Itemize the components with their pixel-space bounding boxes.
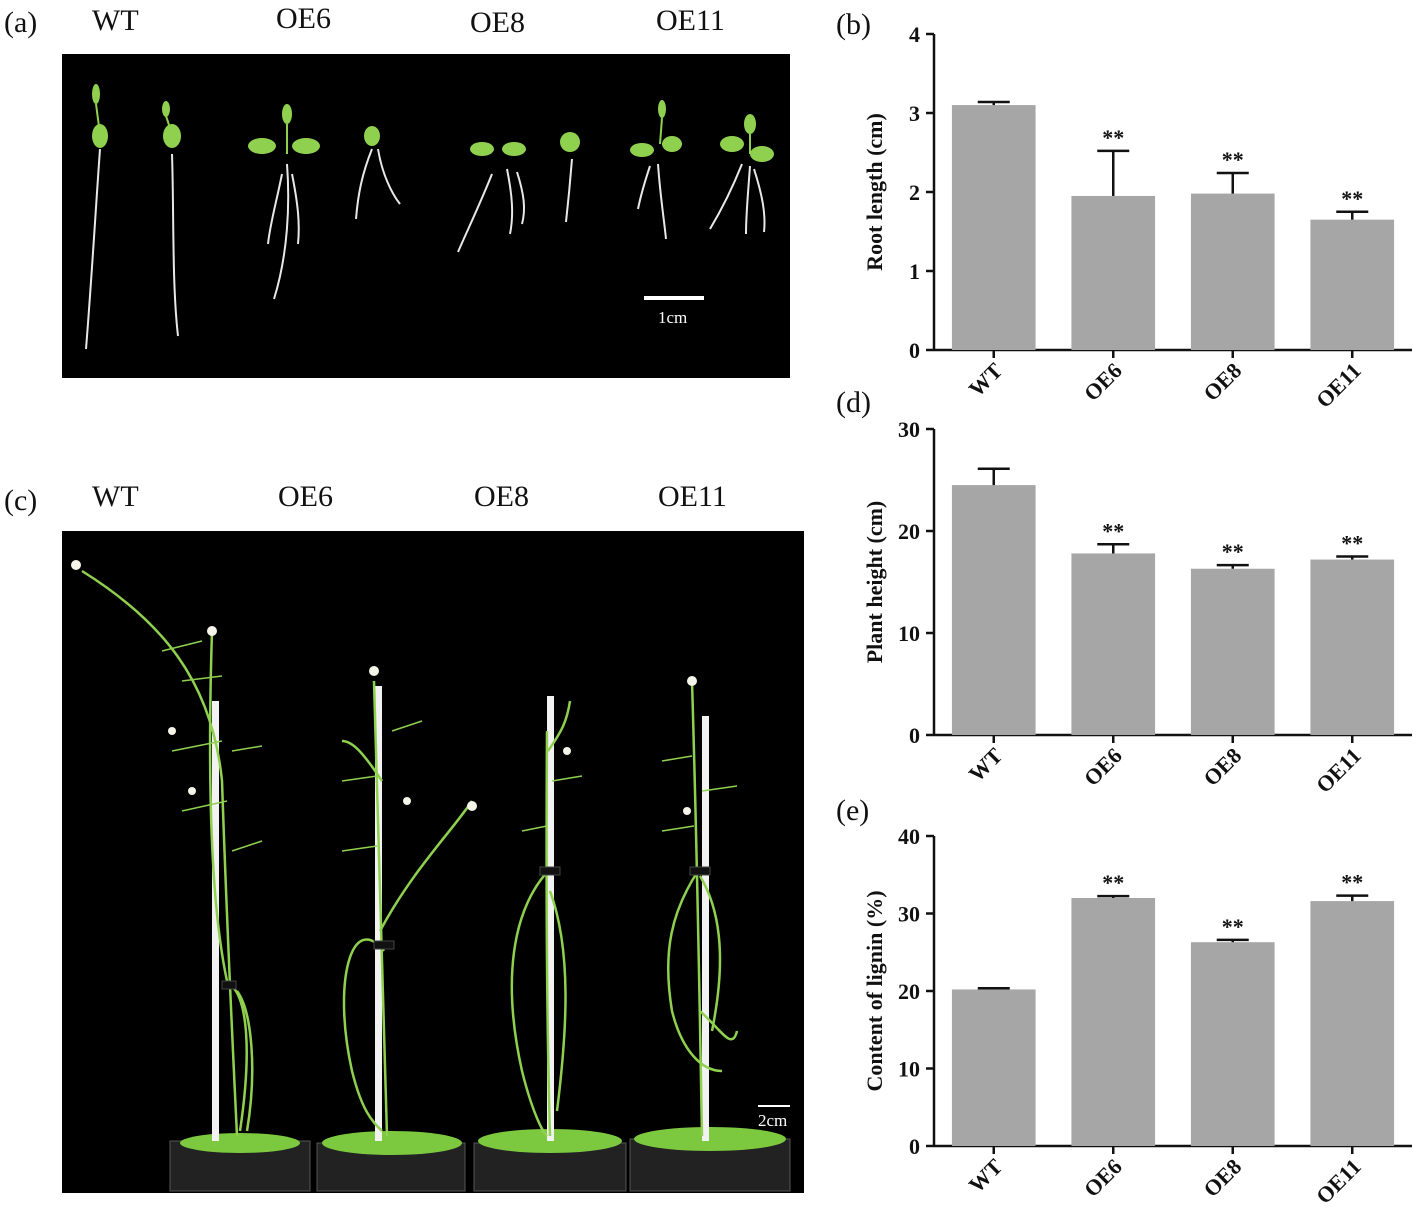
y-tick-label: 20 [898, 979, 920, 1004]
bar-wt [951, 105, 1036, 350]
panel-a-col-oe11: OE11 [656, 4, 725, 37]
scale-label-2cm: 2cm [758, 1111, 788, 1130]
y-tick-label: 40 [898, 824, 920, 849]
x-tick-label: WT [964, 743, 1008, 787]
plant-height-chart: (d) 0 10 20 30 Plant height (cm) WT ** OE6 ** OE8 *… [836, 390, 1412, 798]
y-axis-label: Plant height (cm) [862, 501, 887, 664]
bar-oe11 [1310, 219, 1395, 350]
bar-oe6 [1071, 195, 1156, 350]
bar-oe8 [1190, 942, 1275, 1146]
y-tick-label: 3 [909, 101, 920, 126]
y-axis-label: Root length (cm) [862, 113, 887, 271]
significance-mark: ** [1102, 125, 1124, 150]
x-tick-label: OE8 [1198, 1154, 1246, 1202]
panel-a-col-oe8: OE8 [470, 6, 525, 39]
panel-label: (d) [836, 390, 871, 419]
y-tick-label: 30 [898, 417, 920, 442]
x-tick-label: OE11 [1311, 1154, 1366, 1209]
bar-oe8 [1190, 568, 1275, 735]
bar-oe6 [1071, 553, 1156, 735]
y-tick-label: 30 [898, 902, 920, 927]
panel-label: (e) [836, 794, 869, 827]
scale-bar-2cm [758, 1105, 790, 1107]
lignin-content-chart: (e) 0 10 20 30 40 Content of lignin (%) WT ** OE6… [836, 794, 1412, 1209]
seedling-root-photo: 1cm [62, 54, 790, 378]
x-tick-label: WT [964, 1154, 1008, 1198]
y-tick-label: 10 [898, 621, 920, 646]
y-tick-label: 10 [898, 1057, 920, 1082]
y-axis-label: Content of lignin (%) [862, 890, 887, 1091]
significance-mark: ** [1341, 186, 1363, 211]
scale-bar-1cm [644, 296, 704, 300]
bar-oe11 [1310, 901, 1395, 1146]
bar-wt [951, 485, 1036, 735]
panel-c-col-oe6: OE6 [278, 480, 333, 513]
significance-mark: ** [1222, 147, 1244, 172]
panel-c-label: (c) [4, 484, 38, 517]
significance-mark: ** [1222, 539, 1244, 564]
y-tick-label: 0 [909, 723, 920, 748]
x-tick-label: OE8 [1198, 743, 1246, 791]
seedling-illustration [85, 84, 774, 350]
y-tick-label: 20 [898, 519, 920, 544]
scale-label-1cm: 1cm [658, 308, 688, 327]
y-tick-label: 4 [909, 22, 920, 47]
bar-oe8 [1190, 193, 1275, 350]
plant-illustration [71, 560, 791, 1192]
y-tick-label: 0 [909, 338, 920, 363]
bar-wt [951, 989, 1036, 1146]
panel-a-label: (a) [4, 6, 38, 39]
significance-mark: ** [1341, 531, 1363, 556]
panel-a-col-oe6: OE6 [276, 2, 331, 35]
significance-mark: ** [1102, 518, 1124, 543]
significance-mark: ** [1222, 914, 1244, 939]
significance-mark: ** [1102, 870, 1124, 895]
bar-oe6 [1071, 898, 1156, 1146]
panel-a-col-wt: WT [92, 4, 139, 37]
y-tick-label: 2 [909, 180, 920, 205]
panel-c-col-oe8: OE8 [474, 480, 529, 513]
bar-oe11 [1310, 559, 1395, 735]
x-tick-label: OE6 [1079, 1154, 1127, 1202]
x-tick-label: OE6 [1079, 743, 1127, 791]
y-tick-label: 1 [909, 259, 920, 284]
y-tick-label: 0 [909, 1134, 920, 1159]
panel-c-col-oe11: OE11 [658, 480, 727, 513]
panel-label: (b) [836, 8, 871, 41]
plant-height-photo: 2cm [62, 531, 804, 1193]
panel-c-col-wt: WT [92, 480, 139, 513]
significance-mark: ** [1341, 870, 1363, 895]
